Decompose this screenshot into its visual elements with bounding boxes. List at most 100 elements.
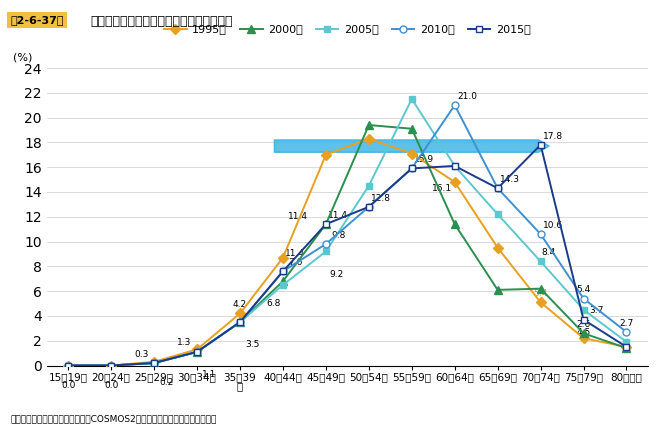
Line: 1995年: 1995年	[65, 135, 630, 369]
1995年	[494, 245, 502, 250]
2005年	[279, 282, 287, 287]
2005年	[64, 363, 72, 368]
Text: 1.3: 1.3	[178, 337, 192, 347]
2000年	[322, 222, 330, 227]
FancyArrow shape	[275, 140, 549, 152]
Text: 3.7: 3.7	[589, 306, 603, 315]
Text: 16.1: 16.1	[432, 184, 452, 193]
Text: 14.3: 14.3	[500, 175, 520, 184]
2000年	[536, 286, 544, 291]
2000年	[279, 279, 287, 284]
2005年	[322, 249, 330, 254]
2000年	[236, 320, 244, 325]
2010年	[322, 241, 330, 246]
2015年	[451, 163, 459, 168]
1995年	[623, 344, 631, 349]
2015年	[322, 222, 330, 227]
Text: 7.6: 7.6	[289, 258, 303, 267]
Text: 21.0: 21.0	[457, 92, 477, 101]
2010年	[451, 103, 459, 108]
Text: 資料：（株）帝国データバンク「COSMOS2（企業概要ファイル）」再編加工: 資料：（株）帝国データバンク「COSMOS2（企業概要ファイル）」再編加工	[10, 414, 216, 423]
2000年	[407, 126, 415, 131]
2015年	[536, 142, 544, 147]
2010年	[236, 320, 244, 325]
2005年	[150, 360, 158, 366]
Text: 0.3: 0.3	[134, 350, 149, 359]
2000年	[580, 331, 588, 336]
Text: 0.0: 0.0	[61, 381, 75, 390]
2015年	[580, 317, 588, 322]
Line: 2015年: 2015年	[65, 142, 630, 369]
2000年	[623, 346, 631, 351]
Text: 2.6: 2.6	[576, 320, 591, 329]
Text: 15.9: 15.9	[414, 155, 434, 164]
2005年	[580, 307, 588, 312]
1995年	[193, 347, 201, 352]
2010年	[536, 232, 544, 237]
2000年	[365, 122, 373, 128]
2005年	[365, 183, 373, 188]
Text: 4.2: 4.2	[233, 300, 247, 309]
2000年	[451, 222, 459, 227]
2010年	[494, 186, 502, 191]
2005年	[494, 212, 502, 217]
2005年	[107, 363, 115, 368]
2000年	[64, 363, 72, 368]
2010年	[623, 329, 631, 334]
1995年	[580, 336, 588, 341]
Y-axis label: (%): (%)	[13, 52, 33, 62]
2015年	[107, 363, 115, 368]
2000年	[193, 349, 201, 354]
1995年	[407, 151, 415, 156]
Text: 11.4: 11.4	[288, 212, 308, 221]
2010年	[64, 363, 72, 368]
2010年	[365, 204, 373, 210]
Text: 4.5: 4.5	[576, 328, 591, 337]
2015年	[279, 269, 287, 274]
Text: 8.4: 8.4	[542, 248, 556, 257]
2005年	[623, 340, 631, 345]
2000年	[150, 360, 158, 366]
1995年	[365, 136, 373, 141]
2015年	[494, 186, 502, 191]
Text: 年代別に見た中小企業の経営者年齢の分布: 年代別に見た中小企業の経営者年齢の分布	[90, 15, 232, 28]
2010年	[150, 360, 158, 366]
Text: 6.8: 6.8	[266, 299, 281, 308]
Text: 9.8: 9.8	[331, 231, 345, 240]
2015年	[236, 320, 244, 325]
2010年	[407, 166, 415, 171]
Line: 2005年: 2005年	[65, 96, 629, 368]
Line: 2010年: 2010年	[65, 102, 630, 369]
Text: 0.2: 0.2	[160, 378, 174, 387]
1995年	[451, 179, 459, 184]
2010年	[193, 349, 201, 354]
2015年	[150, 360, 158, 366]
2015年	[623, 344, 631, 349]
Text: 12.8: 12.8	[371, 194, 391, 203]
Text: 11.4: 11.4	[285, 249, 305, 258]
Text: 5.4: 5.4	[534, 289, 548, 298]
Legend: 1995年, 2000年, 2005年, 2010年, 2015年: 1995年, 2000年, 2005年, 2010年, 2015年	[160, 20, 535, 39]
1995年	[536, 300, 544, 305]
2015年	[365, 204, 373, 210]
Text: 1.1: 1.1	[202, 370, 216, 379]
Text: 3.5: 3.5	[245, 340, 260, 349]
Text: 17.8: 17.8	[543, 132, 563, 141]
Text: 2.7: 2.7	[619, 319, 634, 328]
2000年	[494, 287, 502, 292]
1995年	[236, 311, 244, 316]
Text: 5.4: 5.4	[576, 286, 591, 295]
Text: 10.6: 10.6	[543, 221, 563, 230]
2015年	[64, 363, 72, 368]
Text: 0.0: 0.0	[104, 381, 118, 390]
2005年	[236, 320, 244, 325]
2015年	[407, 166, 415, 171]
1995年	[150, 359, 158, 364]
Text: 11.4: 11.4	[329, 211, 349, 220]
2010年	[107, 363, 115, 368]
1995年	[279, 255, 287, 260]
2015年	[193, 349, 201, 354]
Line: 2000年: 2000年	[64, 121, 631, 370]
Text: 9.2: 9.2	[330, 269, 344, 278]
2005年	[536, 259, 544, 264]
